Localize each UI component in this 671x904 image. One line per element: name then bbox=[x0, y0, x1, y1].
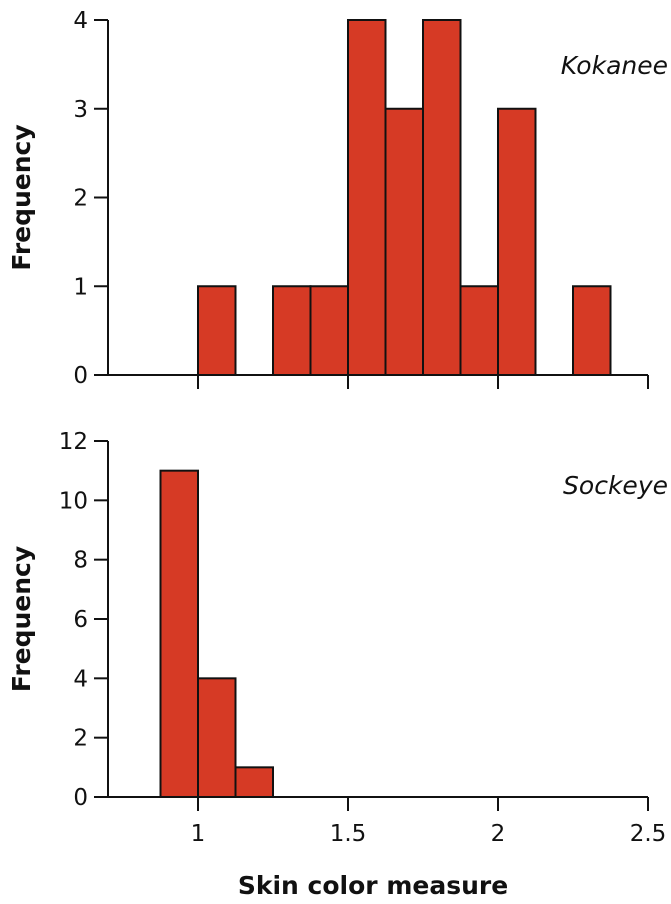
sockeye-y-axis-label: Frequency bbox=[7, 546, 36, 692]
kokanee-y-tick-label: 1 bbox=[73, 274, 88, 300]
sockeye-bar bbox=[197, 677, 237, 798]
sockeye-y-tick-label: 10 bbox=[59, 488, 88, 514]
kokanee-y-axis-label: Frequency bbox=[7, 124, 36, 270]
sockeye-panel: 0 2 4 6 8 10 12 1 1.5 2 2.5 Frequency Sockeye bbox=[7, 429, 668, 847]
kokanee-annotation: Kokanee bbox=[561, 51, 668, 80]
kokanee-y-tick-label: 4 bbox=[73, 8, 88, 34]
kokanee-bar bbox=[347, 19, 387, 376]
kokanee-y-tick-label: 0 bbox=[73, 363, 88, 389]
x-axis-label: Skin color measure bbox=[238, 871, 508, 900]
kokanee-bar bbox=[272, 285, 312, 376]
sockeye-bar bbox=[234, 766, 274, 798]
kokanee-bar bbox=[197, 285, 237, 376]
sockeye-y-tick-label: 4 bbox=[73, 666, 88, 692]
sockeye-x-tick-label: 2.5 bbox=[630, 821, 667, 847]
kokanee-bar bbox=[384, 107, 424, 376]
kokanee-bar bbox=[422, 19, 462, 376]
sockeye-y-tick-label: 12 bbox=[59, 429, 88, 455]
sockeye-y-tick-label: 6 bbox=[73, 607, 88, 633]
kokanee-y-tick-label: 3 bbox=[73, 97, 88, 123]
kokanee-bar bbox=[309, 285, 349, 376]
sockeye-y-tick-label: 8 bbox=[73, 548, 88, 574]
sockeye-x-tick-label: 2 bbox=[491, 821, 506, 847]
sockeye-x-tick-label: 1.5 bbox=[330, 821, 367, 847]
kokanee-panel: 0 1 2 3 4 Frequency Kokanee bbox=[7, 8, 668, 389]
kokanee-bar bbox=[572, 285, 612, 376]
sockeye-bar bbox=[159, 469, 199, 798]
sockeye-y-tick-label: 0 bbox=[73, 785, 88, 811]
kokanee-bar bbox=[459, 285, 499, 376]
kokanee-y-tick-label: 2 bbox=[73, 186, 88, 212]
sockeye-annotation: Sockeye bbox=[563, 471, 668, 500]
sockeye-x-tick-label: 1 bbox=[191, 821, 206, 847]
sockeye-y-tick-label: 2 bbox=[73, 726, 88, 752]
kokanee-bar bbox=[497, 107, 537, 376]
